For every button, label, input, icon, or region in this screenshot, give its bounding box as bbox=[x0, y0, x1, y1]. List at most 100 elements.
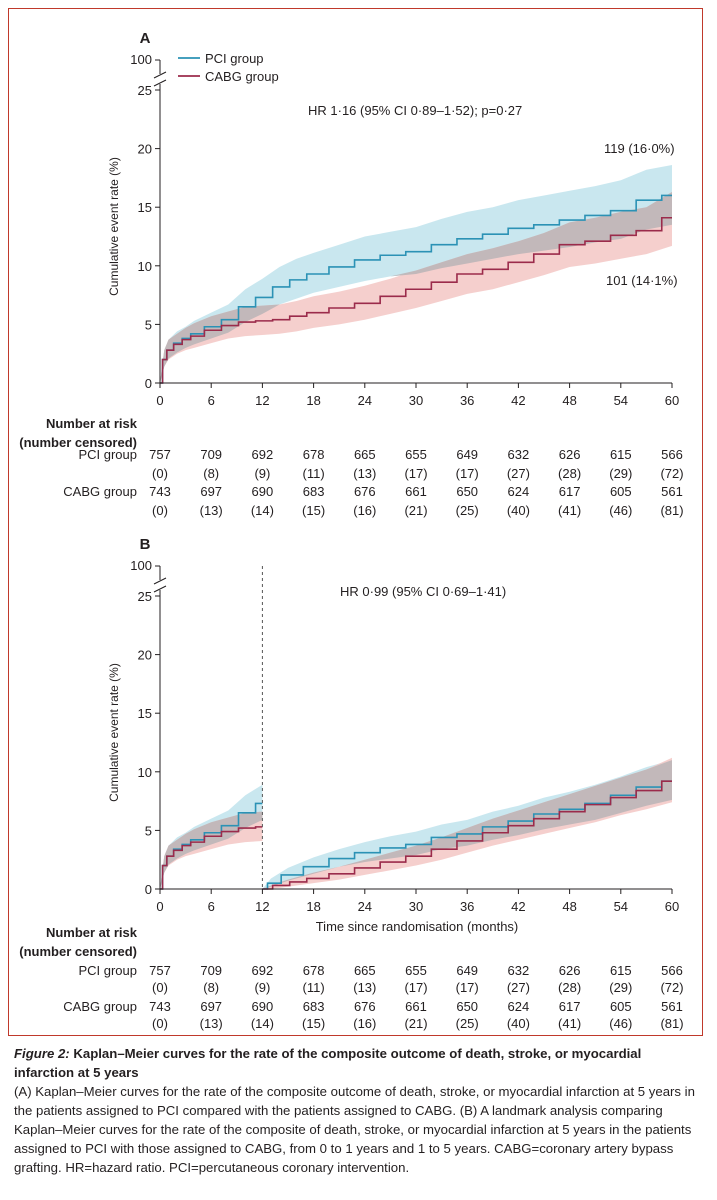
figure-caption: Figure 2: Kaplan–Meier curves for the ra… bbox=[14, 1044, 704, 1177]
risk-cell: 683 bbox=[303, 484, 325, 499]
caption-body: (A) Kaplan–Meier curves for the rate of … bbox=[14, 1084, 695, 1175]
risk-cell: 617 bbox=[559, 484, 581, 499]
y-tick-label: 25 bbox=[138, 83, 152, 98]
risk-cell: 743 bbox=[149, 484, 171, 499]
risk-cell: (27) bbox=[507, 466, 530, 481]
y-axis-break-mark bbox=[153, 585, 167, 593]
risk-cell: (46) bbox=[609, 1016, 632, 1031]
risk-table: Number at risk(number censored)PCI group… bbox=[19, 416, 683, 518]
x-axis-label: Time since randomisation (months) bbox=[316, 919, 519, 934]
legend-cabg-label: CABG group bbox=[205, 69, 279, 84]
risk-cell: 692 bbox=[252, 447, 274, 462]
risk-cell: 624 bbox=[508, 484, 530, 499]
cabg-curve bbox=[160, 826, 263, 890]
y-tick-label: 20 bbox=[138, 648, 152, 663]
y-tick-label: 0 bbox=[145, 882, 152, 897]
risk-cell: 650 bbox=[456, 484, 478, 499]
x-tick-label: 12 bbox=[255, 393, 269, 408]
risk-cell: 661 bbox=[405, 484, 427, 499]
x-tick-label: 6 bbox=[208, 393, 215, 408]
x-tick-label: 60 bbox=[665, 899, 679, 914]
pci-curve bbox=[262, 780, 672, 890]
risk-cell: (11) bbox=[303, 980, 325, 995]
caption-heading: Figure 2: Kaplan–Meier curves for the ra… bbox=[14, 1044, 704, 1082]
x-tick-label: 6 bbox=[208, 899, 215, 914]
y-tick-label: 10 bbox=[138, 765, 152, 780]
x-tick-label: 0 bbox=[156, 899, 163, 914]
y-tick-label: 25 bbox=[138, 589, 152, 604]
cabg-curve bbox=[160, 216, 672, 384]
risk-cell: (13) bbox=[353, 980, 376, 995]
risk-cell: 624 bbox=[508, 999, 530, 1014]
risk-cell: (17) bbox=[404, 466, 427, 481]
risk-cell: 605 bbox=[610, 484, 632, 499]
risk-cell: (14) bbox=[251, 503, 274, 518]
risk-cell: 632 bbox=[508, 963, 530, 978]
x-tick-label: 48 bbox=[562, 899, 576, 914]
risk-cell: 661 bbox=[405, 999, 427, 1014]
risk-cell: (72) bbox=[660, 980, 683, 995]
y-axis-label: Cumulative event rate (%) bbox=[107, 157, 121, 296]
risk-cell: (9) bbox=[254, 980, 270, 995]
x-tick-label: 30 bbox=[409, 899, 423, 914]
risk-cell: 566 bbox=[661, 963, 683, 978]
y-axis-label: Cumulative event rate (%) bbox=[107, 663, 121, 802]
risk-cell: 690 bbox=[252, 999, 274, 1014]
risk-cell: (14) bbox=[251, 1016, 274, 1031]
y-axis-break-mark bbox=[153, 71, 167, 79]
cabg-curve bbox=[262, 780, 672, 890]
y-tick-label: 10 bbox=[138, 259, 152, 274]
x-tick-label: 18 bbox=[306, 393, 320, 408]
risk-table: Number at risk(number censored)PCI group… bbox=[19, 925, 683, 1031]
risk-cell: (8) bbox=[203, 466, 219, 481]
risk-cell: 626 bbox=[559, 963, 581, 978]
risk-cell: (0) bbox=[152, 1016, 168, 1031]
risk-cell: (17) bbox=[404, 980, 427, 995]
risk-cell: (40) bbox=[507, 503, 530, 518]
risk-cell: 757 bbox=[149, 447, 171, 462]
risk-cell: 665 bbox=[354, 447, 376, 462]
x-tick-label: 12 bbox=[255, 899, 269, 914]
y-axis-break-mark bbox=[153, 79, 167, 87]
risk-cell: (28) bbox=[558, 466, 581, 481]
risk-cell: 655 bbox=[405, 447, 427, 462]
risk-cell: (21) bbox=[404, 1016, 427, 1031]
pci-end-label: 119 (16·0%) bbox=[604, 141, 675, 156]
chart-panel-a: A 100 0 5 10 15 20 25 0 6 12 18 24 30 36 42 48 54 60 Cumula… bbox=[19, 30, 683, 518]
figure-frame bbox=[8, 8, 703, 1036]
risk-cell: (16) bbox=[353, 503, 376, 518]
risk-cell: (13) bbox=[200, 1016, 223, 1031]
risk-cell: 678 bbox=[303, 447, 325, 462]
risk-cell: 561 bbox=[661, 484, 683, 499]
risk-row-label-pci: PCI group bbox=[78, 447, 137, 462]
chart-panel-b: B 100 0 5 10 15 20 25 0 6 12 18 24 30 36 42 48 54 60 Cumula… bbox=[19, 536, 683, 1031]
hazard-ratio-annotation: HR 0·99 (95% CI 0·69–1·41) bbox=[340, 584, 506, 599]
risk-cell: 626 bbox=[559, 447, 581, 462]
x-tick-label: 54 bbox=[614, 393, 628, 408]
risk-cell: 605 bbox=[610, 999, 632, 1014]
risk-cell: 650 bbox=[456, 999, 478, 1014]
y-tick-label: 100 bbox=[130, 52, 152, 67]
risk-cell: (8) bbox=[203, 980, 219, 995]
x-tick-label: 48 bbox=[562, 393, 576, 408]
risk-cell: 678 bbox=[303, 963, 325, 978]
risk-cell: 649 bbox=[456, 963, 478, 978]
x-tick-label: 24 bbox=[358, 899, 372, 914]
x-tick-label: 42 bbox=[511, 899, 525, 914]
risk-cell: (29) bbox=[609, 980, 632, 995]
caption-figure-label: Figure 2: bbox=[14, 1046, 70, 1061]
panel-label: B bbox=[140, 536, 151, 553]
y-tick-label: 15 bbox=[138, 706, 152, 721]
x-tick-label: 54 bbox=[614, 899, 628, 914]
y-tick-label: 100 bbox=[130, 558, 152, 573]
risk-cell: (0) bbox=[152, 466, 168, 481]
risk-cell: 692 bbox=[252, 963, 274, 978]
risk-table-title: Number at risk bbox=[46, 925, 138, 940]
x-tick-label: 30 bbox=[409, 393, 423, 408]
risk-cell: 757 bbox=[149, 963, 171, 978]
risk-cell: 632 bbox=[508, 447, 530, 462]
panel-label: A bbox=[140, 30, 151, 47]
risk-cell: 709 bbox=[200, 447, 222, 462]
risk-cell: (28) bbox=[558, 980, 581, 995]
risk-cell: (27) bbox=[507, 980, 530, 995]
